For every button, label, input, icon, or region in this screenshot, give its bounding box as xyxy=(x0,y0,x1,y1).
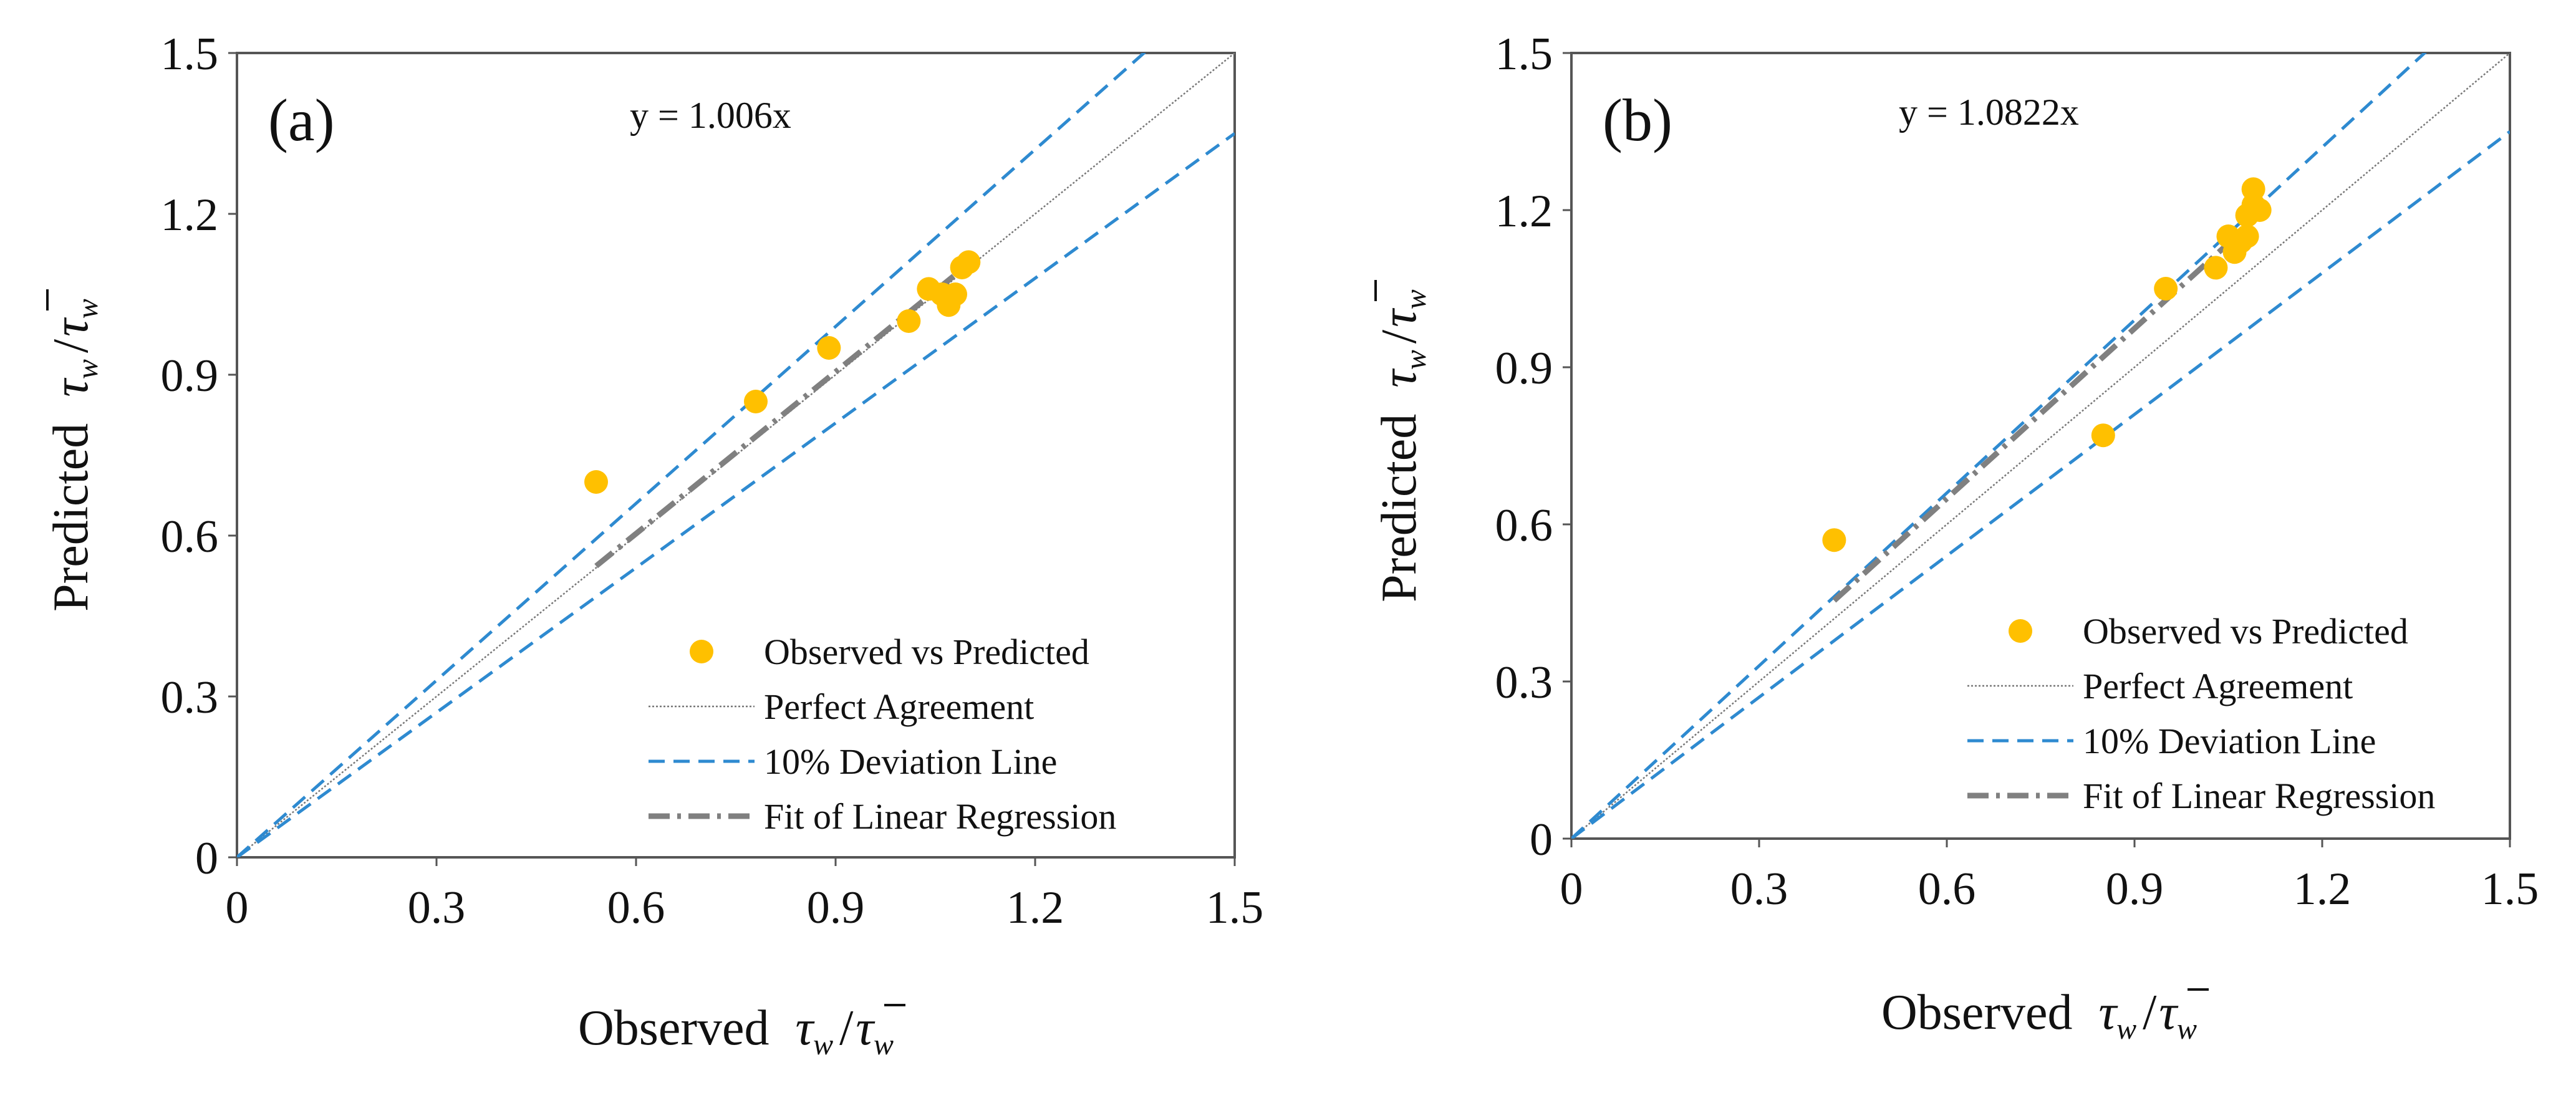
y-tick-label: 0.3 xyxy=(1495,657,1553,708)
x-tick-label: 0.9 xyxy=(807,882,865,933)
y-axis-title: Predicted τw/τw xyxy=(44,299,104,612)
regression-equation: y = 1.0822x xyxy=(1899,92,2079,133)
x-tick-label: 1.5 xyxy=(1206,882,1264,933)
deviation-line-upper xyxy=(1571,53,2427,839)
y-tick-label: 0.3 xyxy=(161,672,219,723)
legend-label-points: Observed vs Predicted xyxy=(2083,611,2408,652)
deviation-line-lower xyxy=(237,132,1235,857)
x-tick-label: 0 xyxy=(226,882,249,933)
legend-label-perfect: Perfect Agreement xyxy=(2083,666,2353,706)
data-point xyxy=(817,336,841,360)
y-tick-label: 1.5 xyxy=(1495,29,1553,80)
legend-label-deviation: 10% Deviation Line xyxy=(764,741,1057,782)
regression-line xyxy=(594,261,971,569)
panel-a: 0 0.3 0.6 0.9 1.2 1.5 0 0.3 0.6 0.9 1.2 1.5 (a) y … xyxy=(44,29,1264,1061)
plot-frame xyxy=(1570,52,2511,840)
panel-label: (a) xyxy=(268,87,335,153)
legend-label-regression: Fit of Linear Regression xyxy=(764,796,1116,837)
y-axis-title: Predicted τw/τw xyxy=(1372,289,1432,602)
data-point xyxy=(584,470,608,494)
panel-b: 0 0.3 0.6 0.9 1.2 1.5 0 0.3 0.6 0.9 1.2 1.5 (b) y … xyxy=(1372,29,2539,1046)
data-point xyxy=(2091,423,2115,448)
legend-label-points: Observed vs Predicted xyxy=(764,632,1089,672)
data-point xyxy=(2154,277,2178,301)
legend-label-deviation: 10% Deviation Line xyxy=(2083,721,2376,761)
data-point xyxy=(1822,528,1846,552)
deviation-line-upper xyxy=(237,53,1147,857)
data-point xyxy=(897,309,921,333)
legend-marker-points xyxy=(2009,619,2032,643)
data-point xyxy=(2235,224,2259,248)
y-tick-label: 0.9 xyxy=(1495,343,1553,394)
data-points xyxy=(584,250,981,494)
data-point xyxy=(2204,256,2228,280)
deviation-line-lower xyxy=(1571,130,2510,839)
plot-frame xyxy=(236,52,1236,859)
x-axis-title: Observed τw/τw xyxy=(1881,985,2197,1046)
y-tick-label: 0 xyxy=(195,833,218,884)
x-tick-label: 0.6 xyxy=(1918,864,1976,915)
data-point xyxy=(2247,198,2272,222)
legend: Observed vs Predicted Perfect Agreement … xyxy=(649,632,1116,837)
y-tick-label: 0 xyxy=(1530,814,1553,865)
legend-label-regression: Fit of Linear Regression xyxy=(2083,776,2435,816)
data-point xyxy=(957,250,981,274)
regression-equation: y = 1.006x xyxy=(630,95,791,136)
y-ticks: 0 0.3 0.6 0.9 1.2 1.5 xyxy=(1495,29,1571,865)
x-tick-label: 1.2 xyxy=(2294,864,2352,915)
x-tick-label: 0.6 xyxy=(607,882,665,933)
y-ticks: 0 0.3 0.6 0.9 1.2 1.5 xyxy=(161,29,237,884)
legend-marker-points xyxy=(690,640,713,663)
panel-label: (b) xyxy=(1603,87,1672,153)
data-point xyxy=(744,390,768,413)
x-ticks: 0 0.3 0.6 0.9 1.2 1.5 xyxy=(1560,839,2539,915)
y-tick-label: 0.6 xyxy=(161,511,219,562)
data-point xyxy=(943,282,967,306)
legend-label-perfect: Perfect Agreement xyxy=(764,686,1034,727)
y-tick-label: 1.2 xyxy=(161,190,219,241)
y-tick-label: 1.2 xyxy=(1495,186,1553,237)
x-tick-label: 0 xyxy=(1560,864,1583,915)
data-point xyxy=(2241,177,2265,201)
y-tick-label: 1.5 xyxy=(161,29,219,80)
y-tick-label: 0.9 xyxy=(161,350,219,402)
y-tick-label: 0.6 xyxy=(1495,500,1553,551)
x-tick-label: 0.3 xyxy=(1730,864,1788,915)
x-ticks: 0 0.3 0.6 0.9 1.2 1.5 xyxy=(226,857,1264,933)
data-points xyxy=(1822,177,2272,552)
x-tick-label: 1.2 xyxy=(1006,882,1064,933)
x-tick-label: 0.3 xyxy=(408,882,466,933)
regression-line xyxy=(1832,213,2262,603)
x-tick-label: 0.9 xyxy=(2106,864,2164,915)
reference-lines xyxy=(1571,53,2510,839)
legend: Observed vs Predicted Perfect Agreement … xyxy=(1967,611,2435,816)
x-tick-label: 1.5 xyxy=(2481,864,2539,915)
x-axis-title: Observed τw/τw xyxy=(578,1001,894,1061)
